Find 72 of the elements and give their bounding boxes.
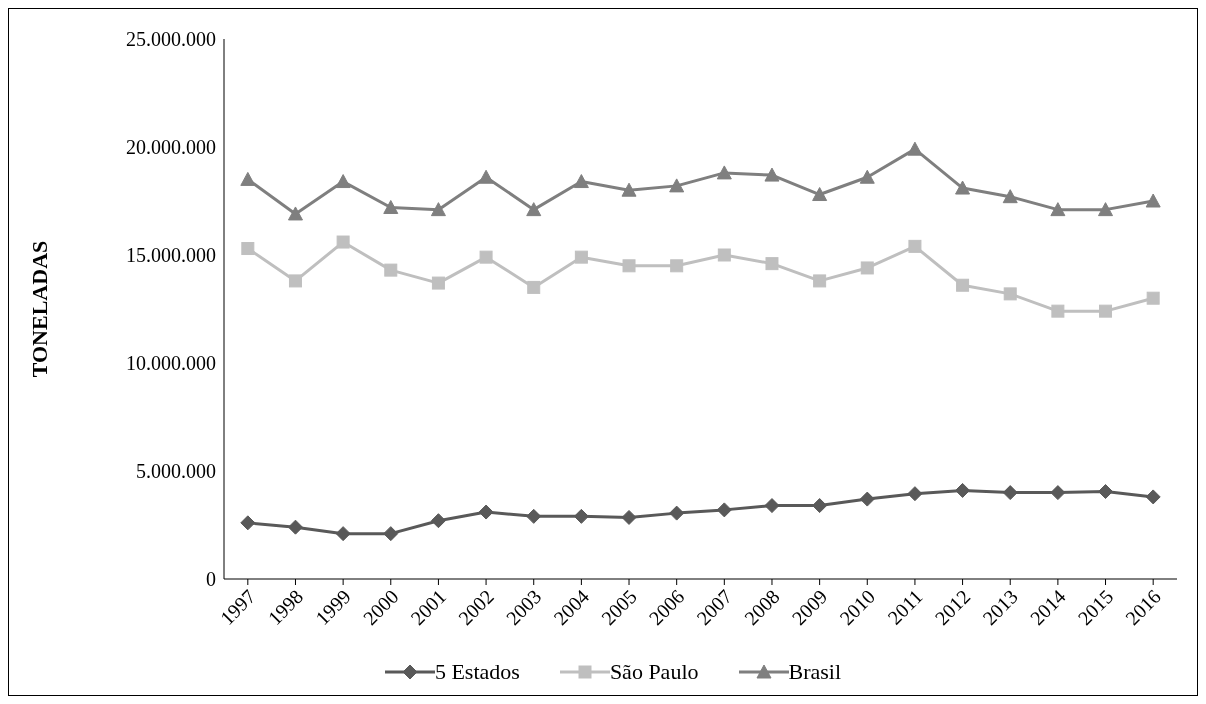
point: [573, 174, 589, 189]
legend-label: São Paulo: [609, 659, 699, 685]
point: [430, 202, 446, 217]
point: [669, 178, 685, 193]
point: [621, 182, 637, 197]
point: [764, 498, 780, 514]
point: [478, 169, 494, 184]
point: [384, 263, 398, 277]
point: [955, 180, 971, 195]
point: [956, 278, 970, 292]
y-axis-title: TONELADAS: [26, 240, 52, 378]
point: [526, 508, 542, 524]
point: [860, 261, 874, 275]
point: [1146, 291, 1160, 305]
point: [288, 274, 302, 288]
point: [813, 274, 827, 288]
point: [859, 169, 875, 184]
point: [1003, 287, 1017, 301]
point: [287, 519, 303, 535]
point: [1002, 485, 1018, 501]
y-tick-label: 20.000.000: [126, 136, 216, 159]
point: [669, 505, 685, 521]
point: [430, 513, 446, 529]
point: [765, 257, 779, 271]
x-tick-label: 2011: [883, 585, 927, 629]
point: [955, 482, 971, 498]
point: [717, 248, 731, 262]
y-tick-label: 10.000.000: [126, 352, 216, 375]
point: [526, 202, 542, 217]
point: [240, 171, 256, 186]
point: [1002, 189, 1018, 204]
point: [859, 491, 875, 507]
point: [812, 498, 828, 514]
legend-label: Brasil: [788, 659, 842, 685]
point: [1145, 489, 1161, 505]
point: [574, 250, 588, 264]
point: [907, 141, 923, 156]
point: [812, 187, 828, 202]
point: [1099, 304, 1113, 318]
point: [1098, 484, 1114, 500]
point: [1051, 304, 1065, 318]
y-tick-label: 0: [206, 568, 216, 591]
point: [908, 239, 922, 253]
point: [336, 235, 350, 249]
point: [478, 504, 494, 520]
point: [716, 165, 732, 180]
point: [287, 206, 303, 221]
y-tick-label: 15.000.000: [126, 244, 216, 267]
y-tick-label: 25.000.000: [126, 28, 216, 51]
point: [764, 167, 780, 182]
point: [527, 280, 541, 294]
point: [1050, 202, 1066, 217]
legend-label: 5 Estados: [434, 659, 520, 685]
point: [670, 259, 684, 273]
point: [621, 509, 637, 525]
point: [573, 508, 589, 524]
y-tick-label: 5.000.000: [136, 460, 216, 483]
point: [479, 250, 493, 264]
point: [1098, 202, 1114, 217]
point: [335, 174, 351, 189]
point: [241, 242, 255, 256]
point: [383, 526, 399, 542]
point: [907, 486, 923, 502]
point: [1050, 485, 1066, 501]
point: [240, 515, 256, 531]
point: [335, 526, 351, 542]
point: [716, 502, 732, 518]
point: [383, 199, 399, 214]
x-tick-label: 1999: [311, 585, 355, 630]
point: [622, 259, 636, 273]
point: [1145, 193, 1161, 208]
point: [431, 276, 445, 290]
